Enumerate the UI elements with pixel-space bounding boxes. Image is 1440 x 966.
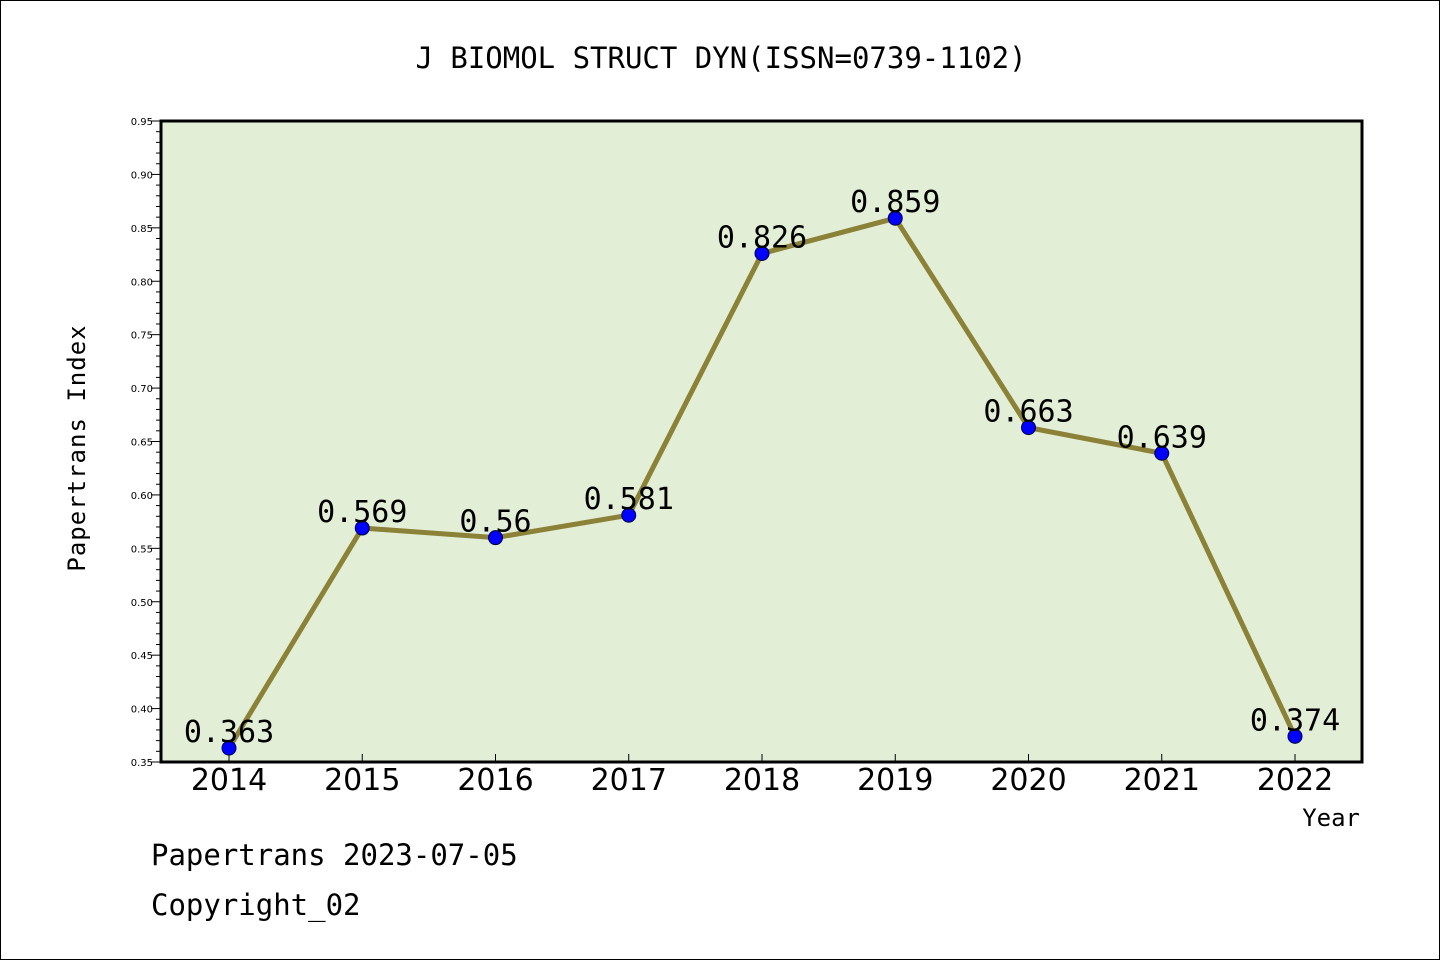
x-axis-label: Year xyxy=(1302,804,1360,832)
data-point xyxy=(221,740,237,756)
y-tick-label: 0.70 xyxy=(131,384,153,395)
data-labels: 0.363 0.569 0.56 0.581 0.826 0.859 0.663 0.639 0… xyxy=(184,185,1340,750)
data-point xyxy=(1154,445,1170,461)
y-tick-label: 0.60 xyxy=(131,491,153,502)
x-tick-label: 2019 xyxy=(857,763,933,798)
data-label: 0.581 xyxy=(584,482,674,517)
x-tick-label: 2021 xyxy=(1124,763,1200,798)
data-label: 0.663 xyxy=(983,395,1073,430)
plot-area xyxy=(159,119,1364,764)
y-tick-label: 0.95 xyxy=(131,117,153,128)
y-axis-label: Papertrans Index xyxy=(63,324,91,571)
y-tick-label: 0.45 xyxy=(131,651,153,662)
x-tick-label: 2022 xyxy=(1257,763,1333,798)
series-line xyxy=(221,210,1303,756)
data-point xyxy=(621,507,637,523)
data-point xyxy=(488,530,503,546)
data-point xyxy=(1287,728,1303,744)
x-axis: 2014 2015 2016 2017 2018 2019 2020 2021 2022 xyxy=(191,754,1333,798)
footer-date: Papertrans 2023-07-05 xyxy=(151,838,518,872)
y-tick-label: 0.85 xyxy=(131,224,153,235)
y-tick-label: 0.35 xyxy=(131,758,153,769)
y-tick-label: 0.55 xyxy=(131,544,153,555)
data-label: 0.859 xyxy=(850,185,940,220)
data-label: 0.374 xyxy=(1250,703,1340,738)
data-label: 0.639 xyxy=(1117,420,1207,455)
y-tick-label: 0.80 xyxy=(131,277,153,288)
data-label: 0.826 xyxy=(717,220,807,255)
x-tick-label: 2017 xyxy=(591,763,667,798)
data-label: 0.569 xyxy=(317,495,407,530)
chart-title: J BIOMOL STRUCT DYN(ISSN=0739-1102) xyxy=(415,41,1026,75)
x-tick-label: 2018 xyxy=(724,763,800,798)
data-point xyxy=(1021,420,1036,436)
x-tick-label: 2014 xyxy=(191,763,267,798)
y-tick-label: 0.90 xyxy=(131,170,153,181)
y-tick-label: 0.50 xyxy=(131,598,153,609)
x-tick-label: 2016 xyxy=(457,763,533,798)
y-tick-label: 0.75 xyxy=(131,331,153,342)
y-axis: 0.35 0.40 0.45 0.50 0.55 0.60 0.65 0.70 0.75 0.80… xyxy=(131,117,161,769)
y-tick-label: 0.40 xyxy=(131,705,153,716)
x-tick-label: 2015 xyxy=(324,763,400,798)
data-point xyxy=(887,210,903,226)
data-point xyxy=(754,245,770,261)
footer-copyright: Copyright_02 xyxy=(151,888,361,923)
y-tick-label: 0.65 xyxy=(131,438,153,449)
data-label: 0.363 xyxy=(184,715,274,750)
data-label: 0.56 xyxy=(459,505,531,540)
data-point xyxy=(354,520,370,536)
x-tick-label: 2020 xyxy=(990,763,1066,798)
